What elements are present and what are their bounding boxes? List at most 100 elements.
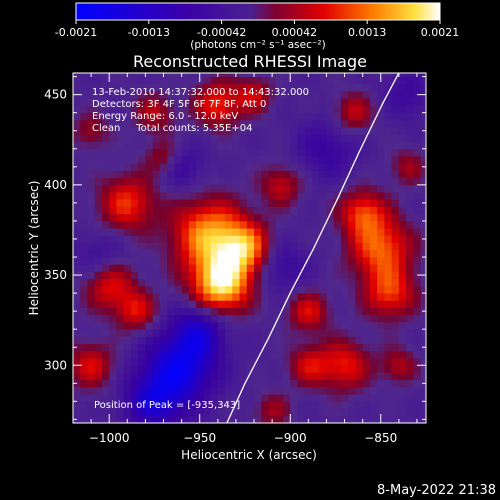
heatmap-cell	[275, 386, 284, 395]
heatmap-cell	[311, 76, 320, 85]
heatmap-cell	[384, 386, 392, 395]
heatmap-cell	[73, 372, 81, 381]
heatmap-cell	[109, 257, 117, 265]
heatmap-cell	[101, 300, 110, 308]
heatmap-cell	[196, 249, 204, 258]
heatmap-cell	[377, 372, 385, 381]
heatmap-cell	[268, 148, 277, 157]
heatmap-cell	[268, 98, 277, 106]
colorbar: -0.0021 -0.0013 -0.00042 0.00042 0.0013 0.002…	[55, 2, 459, 51]
heatmap-cell	[232, 184, 240, 193]
heatmap-cell	[326, 321, 335, 330]
heatmap-cell	[152, 408, 161, 417]
heatmap-cell	[326, 300, 335, 308]
heatmap-cell	[181, 119, 190, 128]
heatmap-cell	[232, 372, 240, 381]
heatmap-cell	[130, 386, 139, 395]
heatmap-cell	[254, 76, 262, 85]
x-tick-label: −850	[364, 431, 397, 445]
heatmap-cell	[188, 112, 197, 121]
heatmap-cell	[333, 343, 342, 352]
heatmap-cell	[348, 271, 356, 280]
heatmap-cell	[152, 228, 161, 236]
heatmap-cell	[152, 386, 161, 395]
heatmap-cell	[188, 343, 197, 352]
heatmap-cell	[145, 401, 154, 409]
heatmap-cell	[355, 321, 364, 330]
heatmap-cell	[319, 314, 327, 323]
heatmap-cell	[290, 249, 298, 258]
heatmap-cell	[282, 235, 291, 243]
heatmap-cell	[348, 300, 356, 308]
heatmap-cell	[239, 336, 248, 345]
heatmap-cell	[225, 285, 233, 294]
heatmap-cell	[217, 235, 226, 243]
heatmap-cell	[369, 199, 378, 207]
heatmap-cell	[246, 372, 255, 381]
heatmap-cell	[181, 199, 190, 207]
heatmap-cell	[311, 213, 320, 222]
heatmap-cell	[101, 199, 110, 207]
heatmap-cell	[268, 307, 277, 316]
heatmap-cell	[109, 285, 117, 294]
heatmap-cell	[188, 365, 197, 373]
heatmap-cell	[159, 177, 168, 186]
heatmap-cell	[282, 206, 291, 215]
heatmap-cell	[123, 386, 132, 395]
heatmap-cell	[384, 379, 392, 388]
heatmap-cell	[217, 148, 226, 157]
heatmap-cell	[304, 163, 313, 171]
heatmap-cell	[152, 343, 161, 352]
heatmap-cell	[145, 343, 154, 352]
heatmap-cell	[261, 177, 269, 186]
heatmap-cell	[181, 141, 190, 150]
heatmap-cell	[94, 394, 103, 402]
heatmap-cell	[174, 98, 183, 106]
heatmap-cell	[116, 73, 125, 78]
heatmap-cell	[290, 394, 298, 402]
heatmap-cell	[130, 293, 139, 301]
heatmap-cell	[159, 358, 168, 366]
heatmap-cell	[246, 73, 255, 78]
heatmap-cell	[159, 134, 168, 142]
heatmap-cell	[196, 177, 204, 186]
heatmap-cell	[319, 206, 327, 215]
heatmap-cell	[138, 228, 146, 236]
heatmap-cell	[101, 242, 110, 251]
heatmap-cell	[159, 228, 168, 236]
heatmap-cell	[413, 228, 421, 236]
heatmap-cell	[369, 91, 378, 99]
heatmap-cell	[232, 141, 240, 150]
heatmap-cell	[203, 213, 211, 222]
heatmap-cell	[138, 293, 146, 301]
heatmap-cell	[210, 163, 219, 171]
heatmap-cell	[391, 91, 400, 99]
heatmap-cell	[369, 192, 378, 200]
heatmap-cell	[377, 127, 385, 135]
heatmap-cell	[398, 112, 407, 121]
heatmap-cell	[101, 408, 110, 417]
heatmap-cell	[297, 206, 306, 215]
heatmap-cell	[362, 365, 371, 373]
heatmap-cell	[406, 206, 414, 215]
heatmap-cell	[174, 228, 183, 236]
heatmap-cell	[355, 300, 364, 308]
heatmap-cell	[159, 199, 168, 207]
heatmap-cell	[261, 91, 269, 99]
heatmap-cell	[203, 343, 211, 352]
heatmap-cell	[116, 300, 125, 308]
heatmap-cell	[282, 192, 291, 200]
heatmap-cell	[377, 228, 385, 236]
heatmap-cell	[181, 321, 190, 330]
heatmap-cell	[311, 105, 320, 114]
colorbar-tick-label: -0.0021	[55, 26, 97, 39]
heatmap-cell	[254, 73, 262, 78]
heatmap-cell	[348, 278, 356, 287]
heatmap-cell	[348, 242, 356, 251]
heatmap-cell	[254, 264, 262, 272]
heatmap-cell	[333, 401, 342, 409]
heatmap-cell	[167, 379, 175, 388]
heatmap-cell	[130, 408, 139, 417]
heatmap-cell	[109, 155, 117, 164]
